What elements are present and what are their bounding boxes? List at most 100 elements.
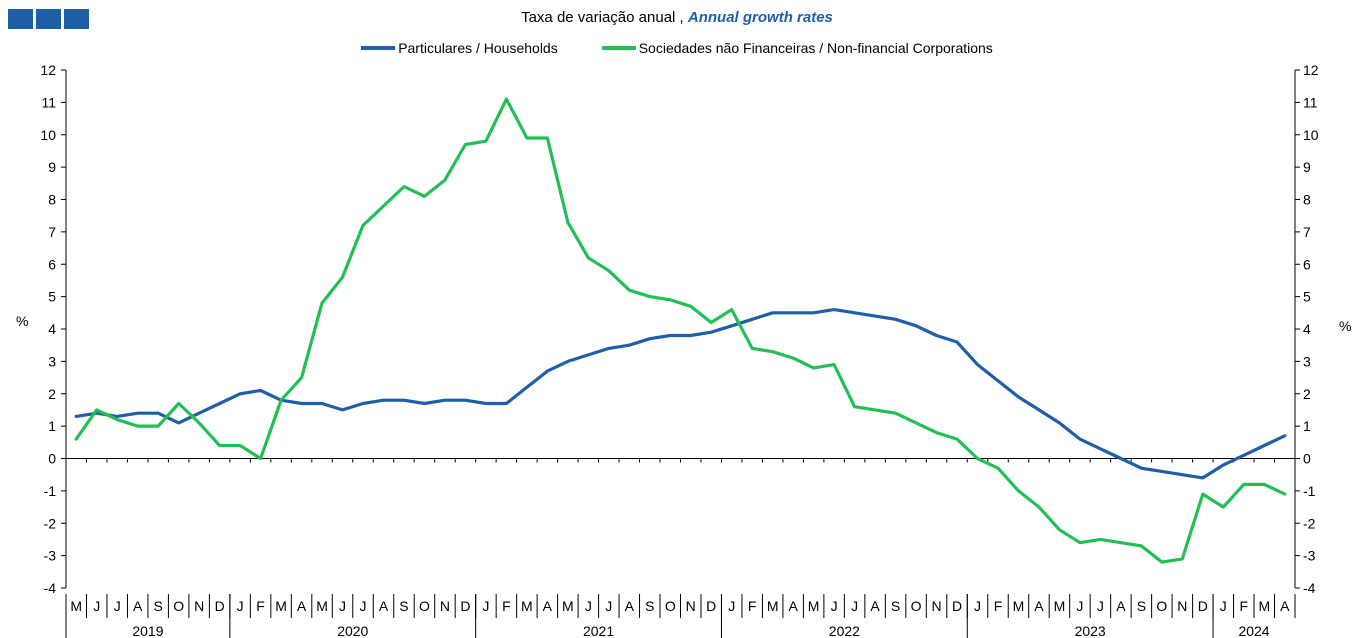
- month-label: J: [1076, 598, 1083, 614]
- month-label: J: [851, 598, 858, 614]
- month-label: O: [665, 598, 676, 614]
- month-label: N: [931, 598, 941, 614]
- month-label: N: [194, 598, 204, 614]
- bank-logo-icon: [8, 9, 89, 29]
- y-tick-label-right: -4: [1303, 580, 1316, 596]
- month-label: J: [1097, 598, 1104, 614]
- y-tick-label-right: 4: [1303, 321, 1311, 337]
- month-label: M: [1258, 598, 1270, 614]
- month-label: M: [562, 598, 574, 614]
- legend-label-corporations: Sociedades não Financeiras / Non-financi…: [638, 40, 993, 56]
- month-label: F: [256, 598, 265, 614]
- y-tick-label-left: 1: [48, 418, 56, 434]
- month-label: D: [1198, 598, 1208, 614]
- y-tick-label-left: 6: [48, 256, 56, 272]
- logo-block: [36, 9, 61, 29]
- y-tick-label-left: 8: [48, 192, 56, 208]
- legend-item-corporations: Sociedades não Financeiras / Non-financi…: [601, 40, 993, 56]
- month-label: M: [1054, 598, 1066, 614]
- y-tick-label-right: 10: [1303, 127, 1319, 143]
- y-tick-label-right: -3: [1303, 548, 1316, 564]
- subtitle-en: Annual growth rates: [687, 9, 833, 26]
- legend-item-households: Particulares / Households: [361, 40, 558, 56]
- month-label: J: [605, 598, 612, 614]
- month-label: M: [275, 598, 287, 614]
- month-label: J: [974, 598, 981, 614]
- y-tick-label-right: -1: [1303, 483, 1316, 499]
- month-label: N: [440, 598, 450, 614]
- month-label: S: [1137, 598, 1146, 614]
- month-label: A: [870, 598, 880, 614]
- y-tick-label-left: 9: [48, 159, 56, 175]
- y-tick-label-left: -4: [44, 580, 57, 596]
- month-label: J: [482, 598, 489, 614]
- month-label: J: [585, 598, 592, 614]
- month-label: F: [1240, 598, 1249, 614]
- month-label: J: [831, 598, 838, 614]
- y-tick-label-left: 10: [40, 127, 56, 143]
- legend-swatch-households: [361, 46, 396, 50]
- series-line-households: [74, 308, 1287, 480]
- y-tick-label-right: 5: [1303, 289, 1311, 305]
- y-tick-label-right: 0: [1303, 451, 1311, 467]
- y-tick-label-left: 0: [48, 451, 56, 467]
- legend-label-households: Particulares / Households: [398, 40, 558, 56]
- month-label: M: [70, 598, 82, 614]
- month-label: N: [1177, 598, 1187, 614]
- y-tick-label-right: 12: [1303, 62, 1319, 78]
- month-label: A: [133, 598, 143, 614]
- month-label: D: [460, 598, 470, 614]
- y-tick-label-left: -2: [44, 515, 57, 531]
- year-label: 2024: [1238, 623, 1269, 638]
- month-label: A: [1034, 598, 1044, 614]
- chart-legend: Particulares / Households Sociedades não…: [0, 40, 1354, 56]
- y-tick-label-right: 7: [1303, 224, 1311, 240]
- month-label: O: [173, 598, 184, 614]
- month-label: A: [379, 598, 389, 614]
- series-line-corporations: [74, 97, 1287, 564]
- month-label: J: [237, 598, 244, 614]
- month-label: A: [297, 598, 307, 614]
- month-label: O: [1156, 598, 1167, 614]
- month-label: J: [728, 598, 735, 614]
- month-label: J: [1220, 598, 1227, 614]
- month-label: A: [625, 598, 635, 614]
- y-tick-label-left: 3: [48, 353, 56, 369]
- y-tick-label-left: 2: [48, 386, 56, 402]
- y-tick-label-right: 1: [1303, 418, 1311, 434]
- y-tick-label-left: 5: [48, 289, 56, 305]
- month-label: M: [1013, 598, 1025, 614]
- month-label: J: [339, 598, 346, 614]
- y-tick-label-left: -3: [44, 548, 57, 564]
- month-label: N: [686, 598, 696, 614]
- month-label: F: [994, 598, 1003, 614]
- month-label: M: [316, 598, 328, 614]
- year-label: 2023: [1075, 623, 1106, 638]
- year-label: 2020: [337, 623, 368, 638]
- month-label: S: [154, 598, 163, 614]
- month-label: O: [911, 598, 922, 614]
- year-label: 2019: [132, 623, 163, 638]
- y-tick-label-right: 3: [1303, 353, 1311, 369]
- y-axis-unit-right: %: [1339, 318, 1351, 334]
- y-tick-label-right: 8: [1303, 192, 1311, 208]
- month-label: D: [706, 598, 716, 614]
- y-tick-label-left: -1: [44, 483, 57, 499]
- month-label: S: [399, 598, 408, 614]
- chart-subtitle: Taxa de variação anual , Annual growth r…: [0, 9, 1354, 26]
- subtitle-pt: Taxa de variação anual ,: [521, 9, 684, 26]
- month-label: J: [114, 598, 121, 614]
- year-label: 2021: [583, 623, 614, 638]
- month-label: M: [521, 598, 533, 614]
- y-tick-label-right: 6: [1303, 256, 1311, 272]
- logo-block: [8, 9, 33, 29]
- legend-swatch-corporations: [601, 46, 636, 50]
- logo-block: [64, 9, 89, 29]
- month-label: F: [748, 598, 757, 614]
- month-label: D: [215, 598, 225, 614]
- month-label: J: [360, 598, 367, 614]
- month-label: S: [891, 598, 900, 614]
- month-label: A: [1116, 598, 1126, 614]
- y-tick-label-left: 11: [41, 94, 56, 110]
- y-tick-label-left: 4: [48, 321, 56, 337]
